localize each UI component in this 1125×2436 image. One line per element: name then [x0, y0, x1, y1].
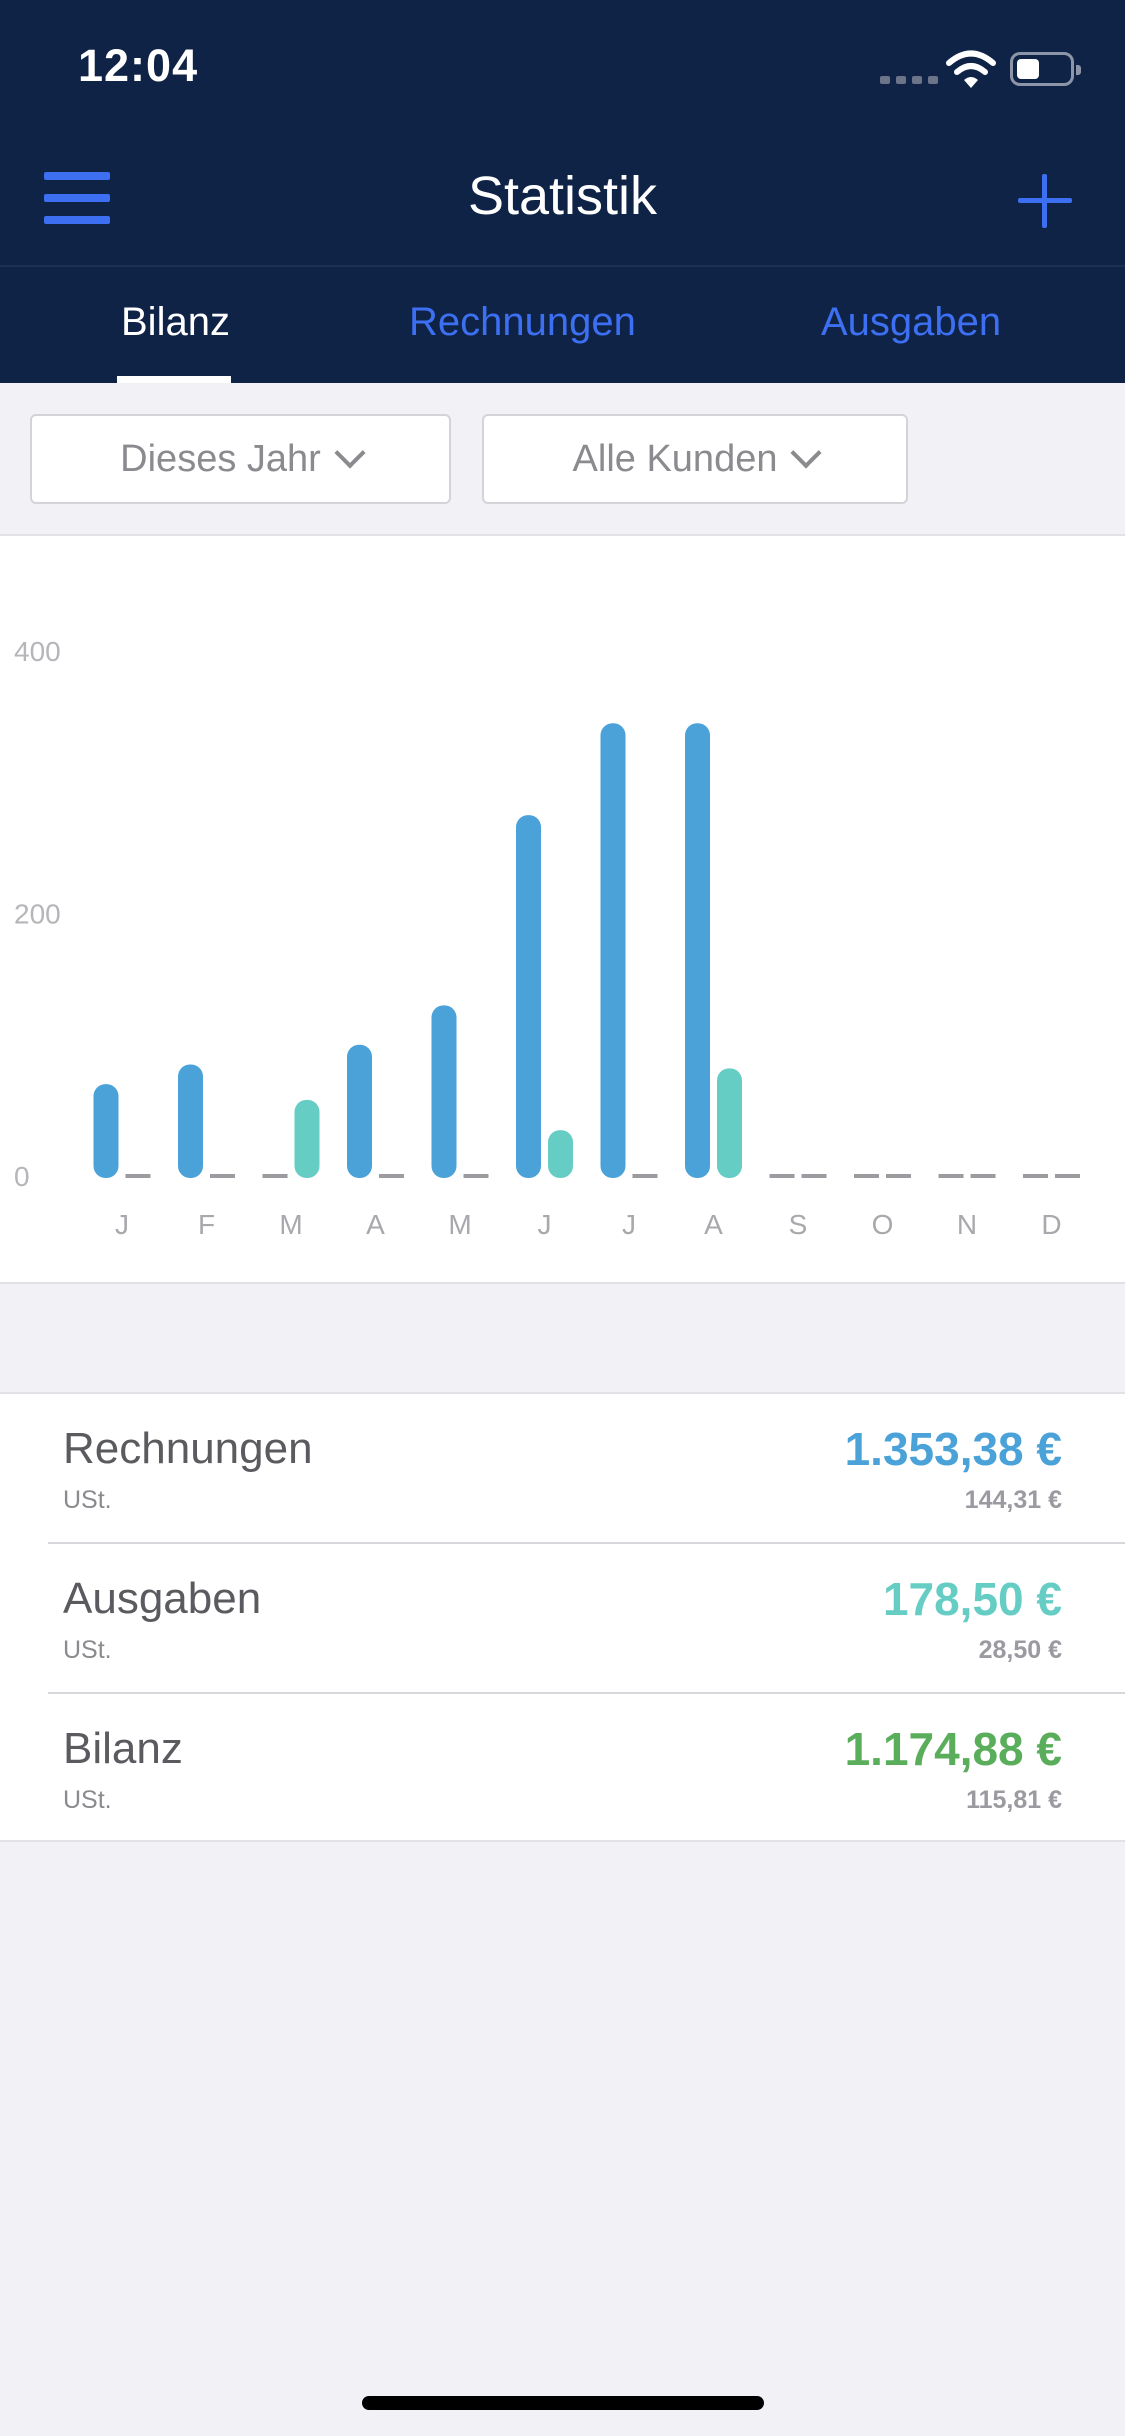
summary-row-bilanz[interactable]: Bilanz USt. 1.174,88 € 115,81 €	[0, 1694, 1125, 1844]
bar-zero	[1055, 1174, 1080, 1178]
bar-zero	[801, 1174, 827, 1178]
bar-zero	[632, 1174, 658, 1178]
summary-value: 1.174,88 €	[844, 1723, 1062, 1775]
summary-sub-value: 28,50 €	[978, 1636, 1062, 1664]
bar	[717, 1068, 742, 1178]
home-indicator[interactable]	[362, 2396, 764, 2410]
bar-zero	[854, 1174, 879, 1178]
customer-dropdown[interactable]: Alle Kunden	[482, 414, 908, 504]
status-time: 12:04	[78, 40, 199, 91]
y-tick-label: 200	[14, 899, 61, 930]
x-tick-label: N	[957, 1209, 977, 1240]
x-tick-label: J	[622, 1209, 636, 1240]
x-tick-label: O	[872, 1209, 894, 1240]
row-divider	[48, 1692, 1125, 1694]
bar	[516, 815, 541, 1178]
x-tick-label: J	[115, 1209, 129, 1240]
add-plus-icon[interactable]	[1018, 174, 1072, 228]
bar	[431, 1005, 457, 1178]
x-tick-label: F	[198, 1209, 215, 1240]
hamburger-menu-icon[interactable]	[44, 172, 110, 224]
period-dropdown-label: Dieses Jahr	[120, 437, 321, 480]
bar-zero	[463, 1174, 489, 1178]
bar-zero	[769, 1174, 795, 1178]
summary-value: 1.353,38 €	[844, 1423, 1062, 1475]
summary-sub-label: USt.	[63, 1486, 112, 1514]
summary-label: Rechnungen	[63, 1424, 313, 1473]
active-tab-indicator	[117, 376, 231, 383]
summary-label: Ausgaben	[63, 1574, 262, 1623]
chevron-down-icon	[790, 437, 823, 469]
period-dropdown[interactable]: Dieses Jahr	[30, 414, 451, 504]
summary-sub-value: 115,81 €	[966, 1786, 1062, 1814]
row-divider	[48, 1542, 1125, 1544]
bar-zero	[938, 1174, 964, 1178]
page-title: Statistik	[467, 166, 658, 226]
summary-sub-value: 144,31 €	[964, 1486, 1062, 1514]
cellular-signal-icon	[880, 76, 938, 84]
bar	[294, 1099, 320, 1178]
customer-dropdown-label: Alle Kunden	[572, 437, 778, 480]
bar-zero	[1023, 1174, 1048, 1178]
tab-bilanz[interactable]: Bilanz	[121, 300, 230, 344]
header-divider	[0, 265, 1125, 267]
x-tick-label: A	[704, 1209, 723, 1240]
bar-zero	[886, 1174, 911, 1178]
x-tick-label: S	[789, 1209, 808, 1240]
bar	[93, 1084, 119, 1178]
balance-bar-chart: 0 200 400 J F M A M J J A S O N D	[14, 636, 1080, 1240]
bar	[685, 723, 710, 1178]
y-tick-label: 0	[14, 1161, 30, 1192]
chevron-down-icon	[334, 437, 366, 469]
bar	[178, 1064, 203, 1178]
bar	[600, 723, 626, 1178]
bar	[548, 1130, 573, 1178]
chart-card: 0 200 400 J F M A M J J A S O N D	[0, 534, 1125, 1284]
bar	[347, 1044, 372, 1178]
x-tick-label: D	[1041, 1209, 1061, 1240]
summary-list: Rechnungen USt. 1.353,38 € 144,31 € Ausg…	[0, 1392, 1125, 1842]
x-tick-label: J	[538, 1209, 552, 1240]
tab-rechnungen[interactable]: Rechnungen	[409, 300, 636, 344]
bar-zero	[379, 1174, 404, 1178]
bar-zero	[210, 1174, 235, 1178]
x-tick-label: M	[448, 1209, 471, 1240]
summary-row-ausgaben[interactable]: Ausgaben USt. 178,50 € 28,50 €	[0, 1544, 1125, 1694]
bar-zero	[262, 1174, 288, 1178]
summary-row-rechnungen[interactable]: Rechnungen USt. 1.353,38 € 144,31 €	[0, 1394, 1125, 1544]
x-tick-label: A	[366, 1209, 385, 1240]
wifi-icon	[946, 50, 996, 88]
bar-zero	[125, 1174, 151, 1178]
summary-value: 178,50 €	[882, 1573, 1062, 1625]
nav-header: 12:04 Statistik Bilanz Rechnungen Ausgab…	[0, 0, 1125, 383]
summary-sub-label: USt.	[63, 1786, 112, 1814]
battery-icon	[1010, 52, 1081, 86]
tab-ausgaben[interactable]: Ausgaben	[821, 300, 1002, 344]
x-tick-label: M	[279, 1209, 302, 1240]
summary-label: Bilanz	[63, 1724, 183, 1773]
bar-zero	[970, 1174, 996, 1178]
summary-sub-label: USt.	[63, 1636, 112, 1664]
y-tick-label: 400	[14, 636, 61, 667]
